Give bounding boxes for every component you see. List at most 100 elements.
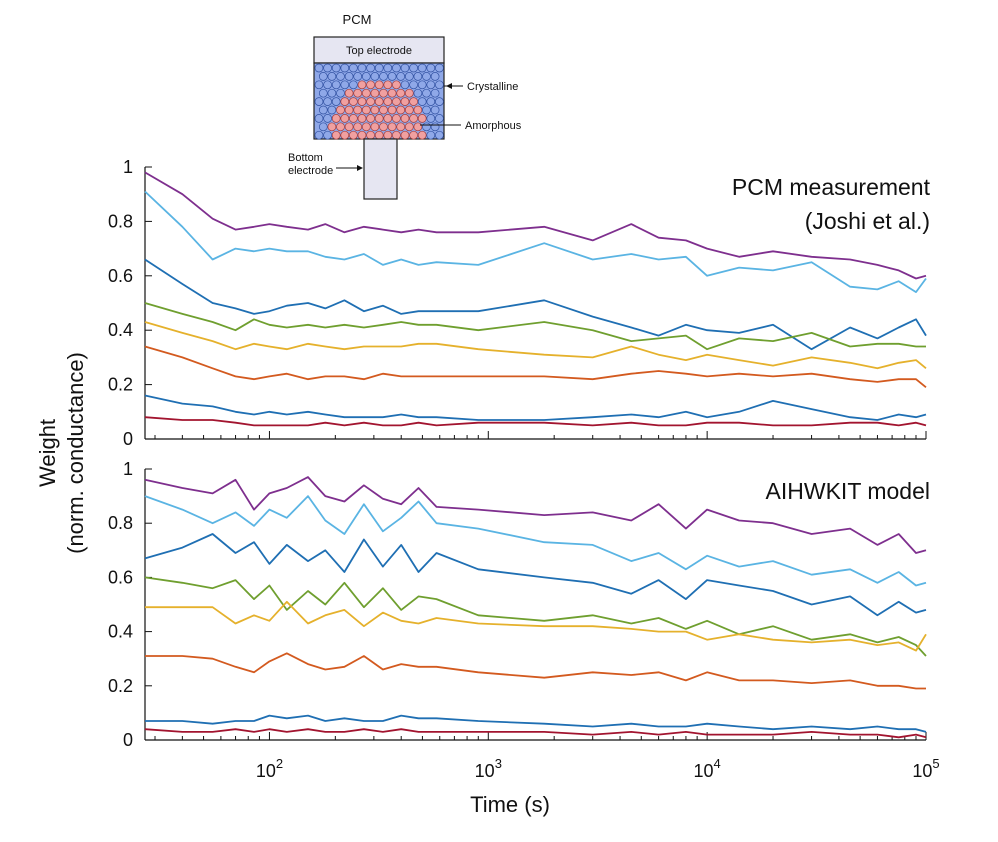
crystalline-atom [331,63,341,73]
crystalline-atom [374,63,384,73]
inset-title: PCM [343,12,372,27]
crystalline-atom [379,72,388,81]
panel-pcm-measurement: 0 0.2 0.4 0.6 0.8 1 PCM measurement (Joshi et… [108,157,931,449]
top-electrode-label: Top electrode [346,45,412,57]
top-panel-title: PCM measurement [732,174,931,200]
amorphous-atom [400,130,410,140]
amorphous-atom [417,130,427,140]
crystalline-atom [422,88,431,98]
bottom-series-line-6 [145,652,926,690]
bottom-y-tick-label: 0.2 [108,676,133,696]
crystalline-arrowhead [446,83,452,89]
bottom-y-tick-label: 0.4 [108,622,133,642]
amorphous-atom [396,105,406,115]
top-electrode [313,36,445,64]
crystalline-atom [435,114,444,123]
bottom-y-tick-labels: 0 0.2 0.4 0.6 0.8 1 [108,459,133,750]
bottom-series-line-3 [144,533,927,617]
amorphous-atom [361,105,371,115]
top-y-tick-labels: 0 0.2 0.4 0.6 0.8 1 [108,157,133,449]
amorphous-atom [374,97,384,106]
crystalline-atom [327,72,337,81]
top-series-line-8 [144,416,927,427]
crystalline-atom [426,80,436,90]
amorphous-atom [353,122,363,132]
amorphous-atom [383,114,393,123]
crystalline-atom [314,130,324,140]
crystalline-atom [331,80,341,90]
amorphous-atom [340,97,350,106]
top-series-line-6 [144,345,927,388]
top-series-line-4 [144,302,926,351]
crystalline-atom [422,72,431,81]
crystalline-atom [361,72,371,81]
bottom-series-line-2 [144,495,927,587]
amorphous-atom [357,130,367,140]
amorphous-atom [349,97,358,106]
top-series-line-3 [144,258,927,351]
top-series-lines [144,171,927,427]
amorphous-atom [417,114,427,123]
amorphous-atom [340,114,350,123]
amorphous-atom [353,105,363,115]
amorphous-atom [357,80,367,90]
crystalline-atom [323,114,332,123]
bottom-y-tick-label: 1 [123,459,133,479]
bottom-series-lines [144,476,927,739]
crystalline-atom [323,130,332,140]
x-tick-label: 103 [475,756,502,781]
top-series-line-7 [144,394,927,421]
crystalline-atom [318,88,328,98]
amorphous-atom [383,80,393,90]
bottom-series-line-4 [144,576,927,657]
crystalline-atom [323,80,332,90]
amorphous-atom [387,105,397,115]
amorphous-atom [379,105,388,115]
amorphous-atom [353,88,363,98]
crystalline-atom [318,122,328,132]
bottom-panel-title: AIHWKIT model [766,478,930,504]
amorphous-atom [366,80,375,90]
top-y-tick-label: 0.6 [108,266,133,286]
top-series-line-5 [144,321,927,370]
amorphous-label: Amorphous [465,120,522,132]
amorphous-atom [331,130,341,140]
amorphous-atom [392,97,401,106]
amorphous-atom [404,88,414,98]
top-y-tick-label: 0.2 [108,375,133,395]
amorphous-atom [404,105,414,115]
pcm-device-schematic: PCM Top electrode Bottom electrode Cryst… [288,12,522,200]
crystalline-atom [426,97,436,106]
crystalline-atom [422,105,431,115]
amorphous-atom [387,88,397,98]
amorphous-atom [387,122,397,132]
crystalline-atom [435,97,444,106]
amorphous-atom [370,122,380,132]
bottom-electrode [363,138,398,200]
crystalline-atom [370,72,380,81]
amorphous-atom [383,130,393,140]
crystalline-atom [413,88,423,98]
amorphous-atom [379,122,388,132]
amorphous-atom [374,130,384,140]
amorphous-atom [379,88,388,98]
amorphous-atom [392,130,401,140]
amorphous-atom [409,114,418,123]
crystalline-atom [366,63,375,73]
crystalline-atom [353,72,363,81]
top-y-tick-label: 0.4 [108,320,133,340]
crystalline-atom [396,72,406,81]
amorphous-atom [357,97,367,106]
amorphous-atom [370,88,380,98]
crystalline-atom [331,97,341,106]
x-axis-title: Time (s) [470,792,550,817]
amorphous-atom [396,88,406,98]
crystalline-atom [426,63,436,73]
crystalline-atom [318,72,328,81]
amorphous-atom [344,105,354,115]
bottom-series-line-1 [144,476,927,554]
amorphous-atom [361,88,371,98]
amorphous-atom [336,105,345,115]
amorphous-atom [349,114,358,123]
top-series-line-2 [144,190,927,293]
